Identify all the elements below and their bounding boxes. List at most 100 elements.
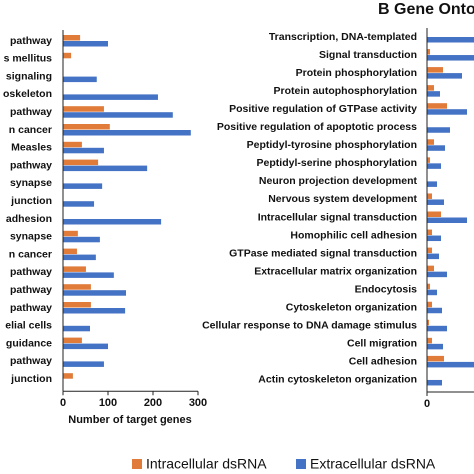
y-tick-label: Cytoskeleton organization bbox=[286, 302, 417, 314]
bar bbox=[63, 254, 96, 261]
y-tick-label: Cellular response to DNA damage stimulus bbox=[202, 320, 417, 332]
bar bbox=[427, 319, 429, 326]
bar bbox=[427, 139, 434, 145]
bar bbox=[63, 373, 73, 379]
bar bbox=[427, 325, 447, 332]
y-tick-label: pathway bbox=[10, 106, 52, 118]
bar bbox=[63, 219, 162, 225]
legend-label: Intracellular dsRNA bbox=[146, 456, 267, 472]
bar bbox=[427, 163, 441, 169]
y-tick-label: synapse bbox=[10, 177, 52, 189]
bar bbox=[63, 201, 95, 207]
x-tick-label: 0 bbox=[60, 397, 66, 409]
y-tick-label: pathway bbox=[10, 159, 52, 171]
bar bbox=[427, 145, 445, 151]
y-tick-label: pathway bbox=[10, 302, 52, 314]
y-tick-label: Endocytosis bbox=[355, 283, 418, 295]
y-tick-label: Extracellular matrix organization bbox=[254, 265, 417, 277]
bar bbox=[427, 49, 430, 55]
y-tick-label: s mellitus bbox=[4, 53, 53, 65]
bar bbox=[427, 193, 432, 199]
bar bbox=[427, 289, 437, 296]
bar bbox=[63, 147, 104, 154]
y-tick-label: Neuron projection development bbox=[259, 175, 418, 187]
bar bbox=[63, 272, 114, 278]
bar bbox=[427, 103, 447, 109]
y-tick-label: Protein phosphorylation bbox=[296, 67, 417, 79]
bar bbox=[427, 55, 474, 61]
bar bbox=[427, 109, 467, 115]
y-tick-label: n cancer bbox=[9, 248, 52, 260]
y-tick-label: Intracellular signal transduction bbox=[258, 211, 417, 223]
bar bbox=[427, 307, 442, 314]
bar bbox=[427, 361, 474, 368]
bar bbox=[63, 266, 86, 272]
x-tick-label: 200 bbox=[144, 397, 162, 409]
y-tick-label: pathway bbox=[10, 35, 52, 47]
bar bbox=[427, 127, 450, 133]
bar bbox=[63, 94, 158, 100]
bar bbox=[427, 379, 442, 386]
y-tick-label: Positive regulation of apoptotic process bbox=[217, 121, 417, 133]
x-tick-label: 100 bbox=[99, 397, 117, 409]
y-tick-label: oskeleton bbox=[3, 88, 52, 100]
bar bbox=[63, 236, 100, 243]
bar bbox=[63, 106, 104, 112]
y-tick-label: Positive regulation of GTPase activity bbox=[229, 103, 417, 115]
y-tick-label: Cell adhesion bbox=[349, 356, 417, 368]
bar bbox=[427, 235, 441, 242]
bar bbox=[63, 183, 103, 189]
legend-swatch bbox=[296, 459, 306, 469]
y-tick-label: n cancer bbox=[9, 124, 52, 136]
y-tick-label: elial cells bbox=[5, 320, 52, 332]
bar bbox=[63, 337, 82, 344]
bar bbox=[427, 67, 443, 73]
bar bbox=[63, 343, 108, 350]
y-tick-label: Peptidyl-tyrosine phosphorylation bbox=[247, 139, 417, 151]
bar bbox=[427, 355, 444, 362]
y-tick-label: junction bbox=[10, 373, 52, 385]
y-tick-label: Peptidyl-serine phosphorylation bbox=[257, 157, 417, 169]
bar bbox=[427, 247, 432, 254]
bar bbox=[63, 112, 173, 118]
bar bbox=[63, 76, 97, 83]
y-tick-label: Protein autophosphorylation bbox=[274, 85, 418, 97]
bar bbox=[63, 290, 126, 296]
bar bbox=[63, 130, 191, 136]
y-tick-label: Actin cytoskeleton organization bbox=[258, 374, 417, 386]
legend-swatch bbox=[132, 459, 142, 469]
bar bbox=[63, 325, 90, 332]
y-tick-label: Transcription, DNA-templated bbox=[269, 31, 417, 43]
y-tick-label: pathway bbox=[10, 355, 52, 367]
bar bbox=[427, 37, 474, 43]
y-tick-label: signaling bbox=[6, 70, 52, 82]
bar bbox=[427, 91, 440, 97]
bar bbox=[63, 159, 99, 166]
bar bbox=[427, 271, 447, 278]
y-tick-label: GTPase mediated signal transduction bbox=[229, 247, 417, 259]
bar bbox=[427, 301, 432, 308]
y-tick-label: Homophilic cell adhesion bbox=[290, 229, 417, 241]
bar bbox=[63, 41, 108, 47]
legend-label: Extracellular dsRNA bbox=[310, 456, 436, 472]
x-tick-label: 0 bbox=[424, 398, 430, 410]
bar bbox=[427, 253, 439, 260]
bar bbox=[427, 211, 441, 217]
bar bbox=[427, 73, 462, 79]
bar bbox=[63, 230, 78, 237]
bar bbox=[63, 52, 72, 59]
y-tick-label: guidance bbox=[6, 337, 52, 349]
bar bbox=[427, 265, 434, 272]
bar bbox=[427, 343, 443, 350]
y-tick-label: adhesion bbox=[6, 213, 52, 225]
bar bbox=[63, 248, 77, 255]
y-tick-label: synapse bbox=[10, 231, 52, 243]
y-tick-label: Cell migration bbox=[347, 338, 417, 350]
bar bbox=[427, 85, 434, 91]
bar bbox=[63, 124, 110, 130]
y-tick-label: pathway bbox=[10, 284, 52, 296]
bar bbox=[63, 284, 91, 290]
bar bbox=[427, 181, 437, 187]
bar bbox=[427, 217, 467, 223]
x-tick-label: 300 bbox=[189, 397, 207, 409]
